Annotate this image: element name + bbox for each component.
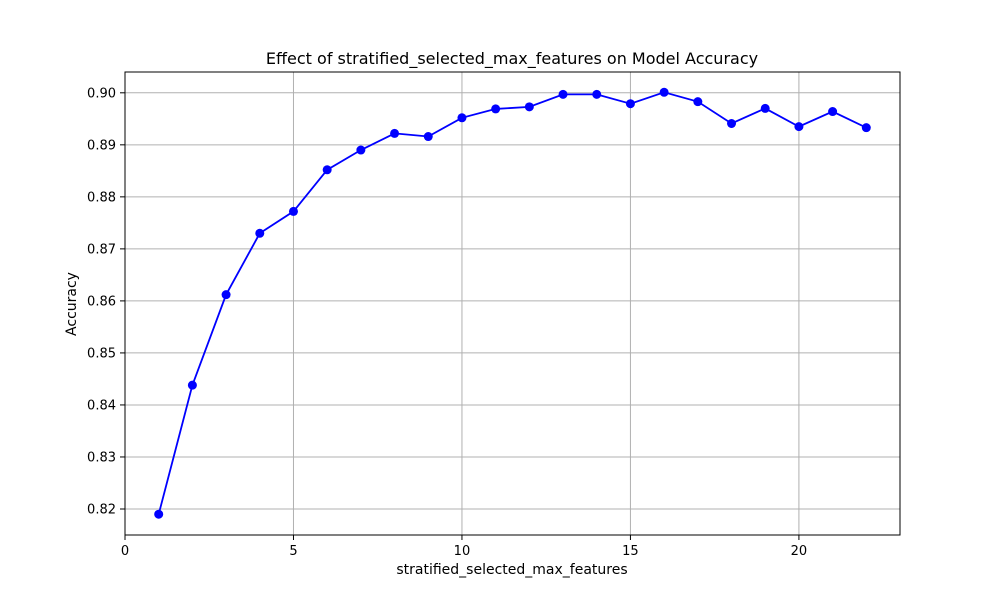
y-tick-label: 0.89 <box>87 138 116 153</box>
series-layer <box>154 87 871 519</box>
x-tick-label: 5 <box>289 544 297 559</box>
data-point <box>221 290 231 300</box>
data-point <box>322 165 332 175</box>
y-tick-label: 0.83 <box>87 450 116 465</box>
data-point <box>390 128 400 138</box>
x-tick-label: 20 <box>791 544 808 559</box>
data-point <box>356 145 366 155</box>
y-tick-label: 0.90 <box>87 86 116 101</box>
data-point <box>154 509 164 519</box>
x-tick-label: 15 <box>622 544 639 559</box>
y-tick-label: 0.85 <box>87 346 116 361</box>
data-point <box>861 123 871 133</box>
x-axis-label: stratified_selected_max_features <box>396 562 627 578</box>
data-point <box>592 89 602 99</box>
y-tick-label: 0.84 <box>87 398 116 413</box>
y-tick-label: 0.82 <box>87 502 116 517</box>
axis-ticks: 0 5 10 15 20 0.82 0.83 0.84 0.85 0.86 0.87 0.88 0.89… <box>87 86 807 559</box>
data-point <box>288 206 298 216</box>
chart-title: Effect of stratified_selected_max_featur… <box>266 49 758 69</box>
x-tick-label: 10 <box>454 544 471 559</box>
y-tick-label: 0.88 <box>87 190 116 205</box>
data-point <box>457 113 467 123</box>
data-point <box>187 380 197 390</box>
x-tick-label: 0 <box>121 544 129 559</box>
data-point <box>423 132 433 142</box>
series-line <box>157 91 867 515</box>
data-point <box>760 103 770 113</box>
data-point <box>625 99 635 109</box>
grid <box>124 72 900 535</box>
y-axis-label: Accuracy <box>64 272 80 336</box>
data-point <box>558 89 568 99</box>
plot-frame <box>124 71 901 536</box>
data-point <box>794 122 804 132</box>
data-point <box>693 97 703 107</box>
data-point <box>491 104 501 114</box>
data-point <box>727 119 737 129</box>
data-point <box>828 107 838 117</box>
data-point <box>659 87 669 97</box>
y-tick-label: 0.86 <box>87 294 116 309</box>
data-point <box>524 102 534 112</box>
y-tick-label: 0.87 <box>87 242 116 257</box>
data-point <box>255 228 265 238</box>
